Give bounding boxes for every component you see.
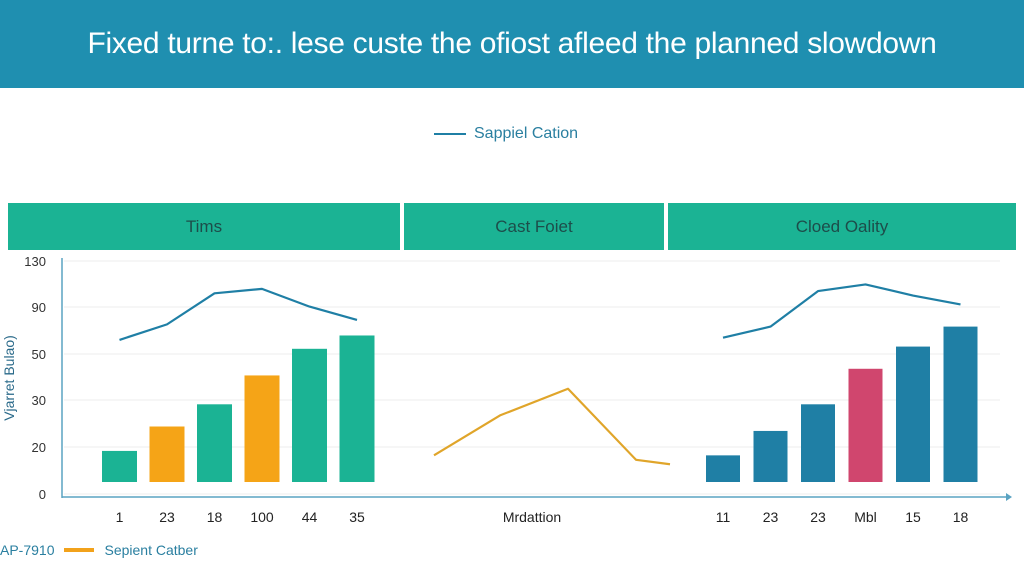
y-tick-label: 0 xyxy=(39,487,46,502)
bottom-legend-code: AP-7910 xyxy=(0,542,55,558)
x-axis-arrow xyxy=(1006,493,1012,501)
x-tick-label: 18 xyxy=(953,509,969,525)
bar xyxy=(339,335,375,482)
x-tick-label: 35 xyxy=(349,509,365,525)
bar xyxy=(753,430,788,482)
bar xyxy=(244,375,280,482)
bar xyxy=(848,368,883,482)
bar xyxy=(896,346,930,482)
x-tick-label: 23 xyxy=(810,509,826,525)
bottom-legend-swatch xyxy=(64,548,95,552)
y-tick-label: 130 xyxy=(24,254,46,269)
panel-header-tims: Tims xyxy=(8,203,400,250)
top-legend: Sappiel Cation xyxy=(434,124,578,144)
series-line xyxy=(119,287,358,341)
x-tick-label: 1 xyxy=(116,509,124,525)
x-axis-label-mid: Mrdattion xyxy=(503,509,561,525)
panel-header-cloed-oality: Cloed Oality xyxy=(668,203,1016,250)
y-tick-label: 90 xyxy=(32,300,46,315)
x-tick-label: 100 xyxy=(250,509,274,525)
bottom-legend-label: Sepient Catber xyxy=(104,542,198,558)
series-line xyxy=(722,283,961,339)
bar xyxy=(706,455,740,482)
bar xyxy=(102,450,137,482)
y-tick-label: 30 xyxy=(32,393,46,408)
x-tick-label: 18 xyxy=(207,509,223,525)
bottom-legend: AP-7910 Sepient Catber xyxy=(0,540,198,560)
panel-header-cast-foiet: Cast Foiet xyxy=(404,203,664,250)
bar xyxy=(943,326,978,482)
top-legend-swatch xyxy=(434,133,466,135)
x-tick-label: 23 xyxy=(763,509,779,525)
y-axis-label: Vjarret Bulao) xyxy=(1,335,17,421)
x-tick-label: 44 xyxy=(302,509,318,525)
bar xyxy=(149,426,185,482)
x-tick-label: 15 xyxy=(905,509,921,525)
chart-title: Fixed turne to:. lese custe the ofiost a… xyxy=(0,0,1024,88)
x-tick-label: 11 xyxy=(716,509,731,525)
series-line-mid xyxy=(433,387,671,466)
y-tick-label: 50 xyxy=(32,347,46,362)
x-tick-label: 23 xyxy=(159,509,175,525)
y-tick-label: 20 xyxy=(32,440,46,455)
top-legend-label: Sappiel Cation xyxy=(474,125,579,142)
bar xyxy=(801,404,835,482)
bar xyxy=(292,348,327,482)
x-tick-label: Mbl xyxy=(854,509,877,525)
bar xyxy=(197,404,232,482)
